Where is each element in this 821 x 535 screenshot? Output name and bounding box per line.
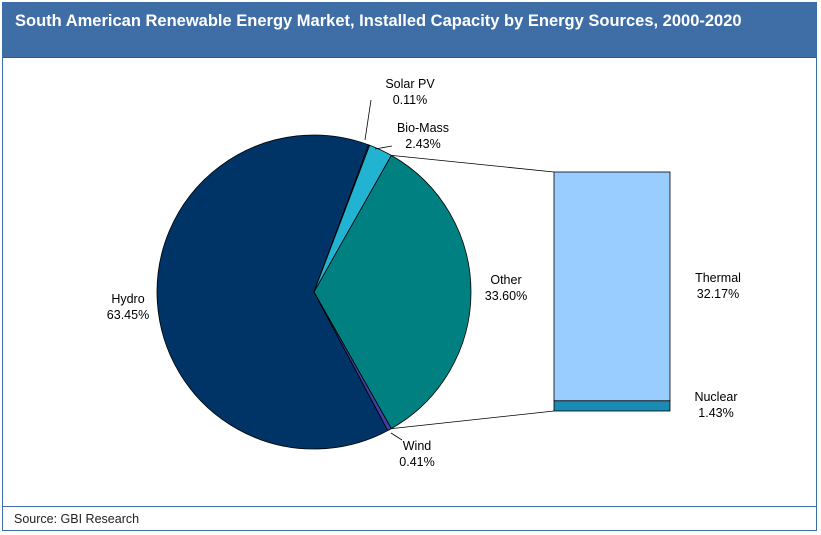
- value-label-bio-mass: 2.43%: [405, 137, 440, 151]
- value-label-other: 33.60%: [485, 289, 527, 303]
- leader-line-bio-mass: [374, 145, 393, 150]
- connector-line-top: [391, 154, 555, 173]
- label-solar-pv: Solar PV: [385, 77, 435, 91]
- label-wind: Wind: [403, 439, 432, 453]
- bar-segment-nuclear: [553, 400, 671, 412]
- value-label-nuclear: 1.43%: [698, 406, 733, 420]
- source-footer: Source: GBI Research: [3, 506, 816, 530]
- value-label-thermal: 32.17%: [697, 287, 739, 301]
- bar-segment-thermal: [553, 171, 671, 402]
- connector-line-bottom: [391, 410, 555, 430]
- slice-hydro: [156, 134, 389, 450]
- title-bar: South American Renewable Energy Market, …: [3, 3, 816, 58]
- pie-chart: Hydro 63.45% Solar PV 0.11% Bio-Mass 2.43% Oth…: [107, 77, 741, 469]
- label-bio-mass: Bio-Mass: [397, 121, 449, 135]
- source-text: Source: GBI Research: [14, 512, 140, 526]
- chart-area: Hydro 63.45% Solar PV 0.11% Bio-Mass 2.43% Oth…: [3, 58, 816, 505]
- label-thermal: Thermal: [695, 271, 741, 285]
- label-nuclear: Nuclear: [694, 390, 737, 404]
- slice-wind: [313, 291, 392, 431]
- label-hydro: Hydro: [111, 292, 144, 306]
- value-label-wind: 0.41%: [399, 455, 434, 469]
- slice-other: [313, 154, 472, 430]
- value-label-solar-pv: 0.11%: [393, 93, 428, 107]
- chart-title: South American Renewable Energy Market, …: [15, 12, 742, 30]
- label-other: Other: [490, 273, 521, 287]
- leader-line-wind: [390, 432, 403, 441]
- leader-line-solar-pv: [364, 99, 372, 141]
- value-label-hydro: 63.45%: [107, 308, 149, 322]
